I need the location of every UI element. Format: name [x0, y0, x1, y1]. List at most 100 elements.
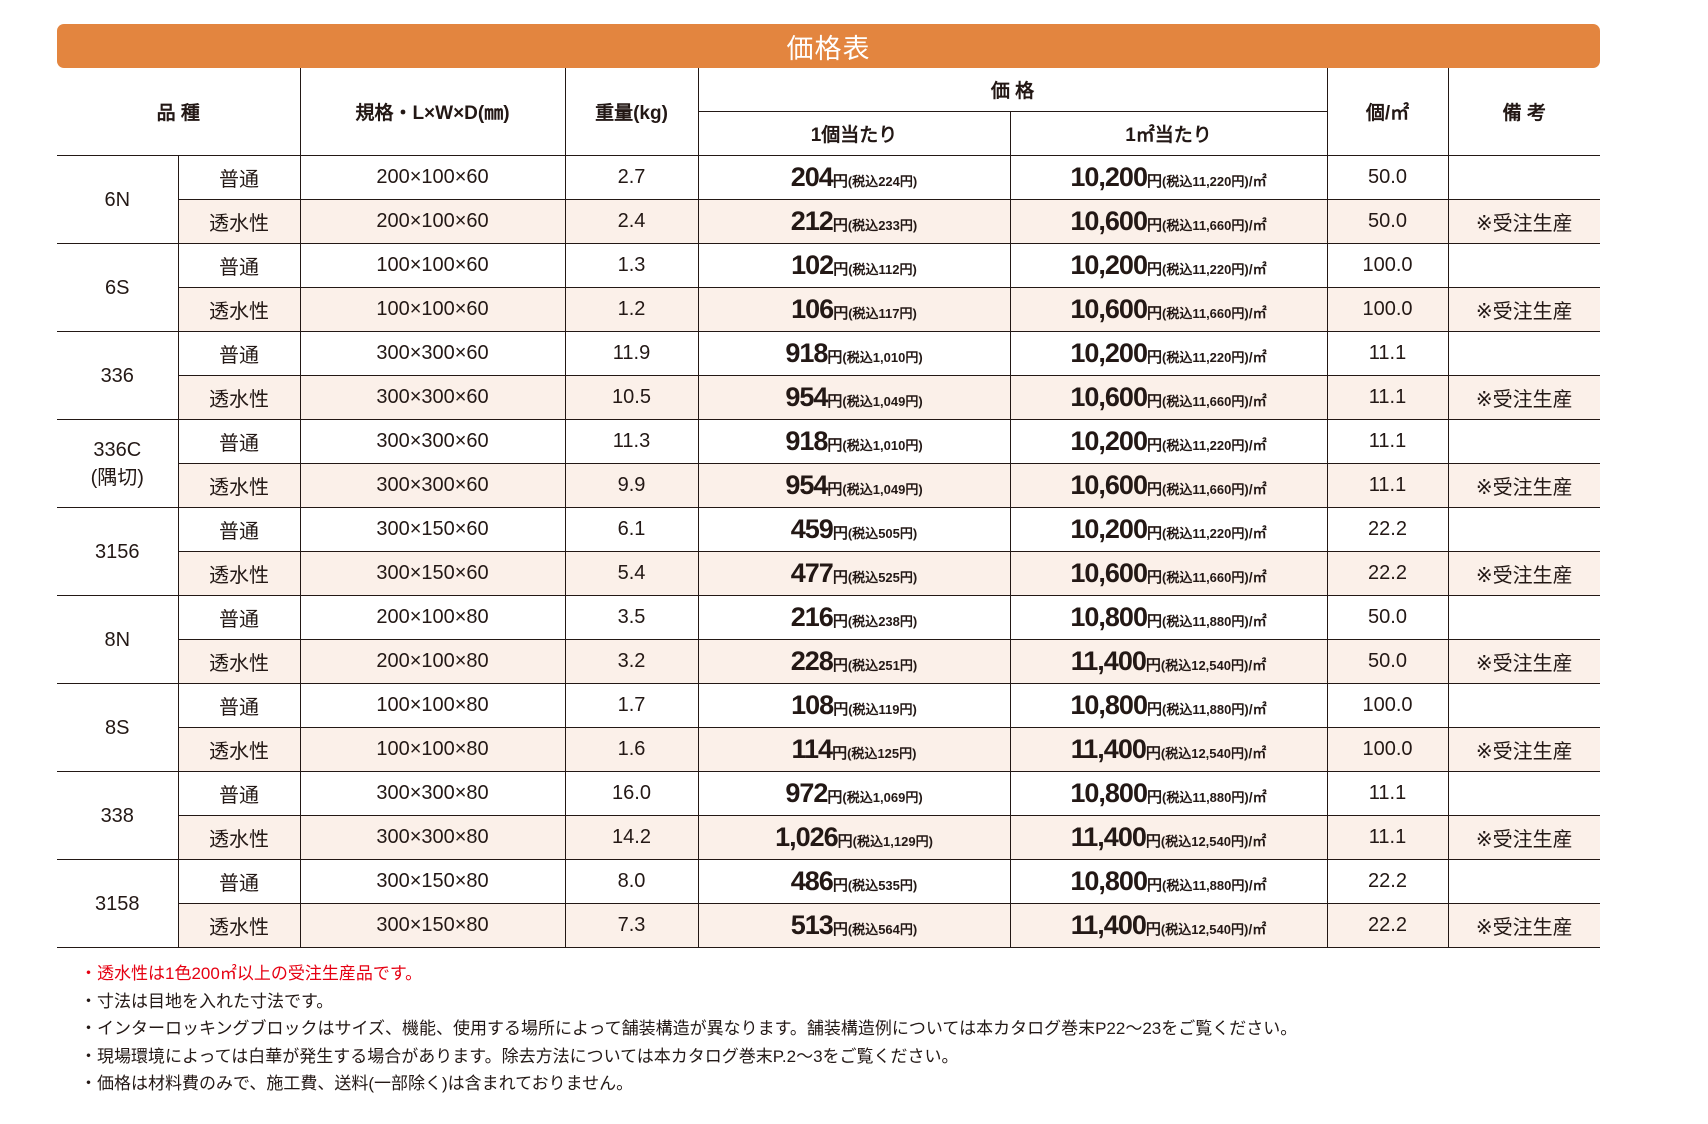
weight: 10.5 [564, 375, 699, 420]
yen-label: 円 [1146, 217, 1162, 234]
unit-price-tax: (税込1,069円) [842, 790, 923, 805]
unit-price-value: 1,026 [775, 822, 839, 852]
unit-price: 114円(税込125円) [697, 727, 1011, 772]
unit-price-tax: (税込525円) [847, 570, 918, 585]
remark: ※受注生産 [1447, 463, 1600, 508]
unit-price: 459円(税込505円) [697, 507, 1011, 552]
m2-price-value: 10,200 [1070, 514, 1148, 544]
yen-label: 円 [832, 613, 848, 630]
yen-label: 円 [1146, 173, 1162, 190]
spec-dimensions: 300×300×80 [299, 771, 566, 816]
table-row: 透水性 300×300×80 14.2 1,026円(税込1,129円) 11,… [57, 815, 1600, 860]
yen-label: 円 [1146, 305, 1162, 322]
product-code: 8N [104, 628, 131, 651]
remark: ※受注生産 [1447, 551, 1600, 596]
variant-type: 普通 [177, 771, 301, 816]
m2-price-value: 10,200 [1070, 338, 1148, 368]
header-per-piece: 1個当たり [698, 111, 1011, 156]
spec-dimensions: 300×150×80 [299, 859, 566, 904]
yen-label: 円 [832, 217, 848, 234]
pieces-per-m2: 50.0 [1326, 155, 1449, 200]
yen-label: 円 [1146, 877, 1162, 894]
m2-price: 10,600円(税込11,660円)/㎡ [1009, 199, 1328, 244]
pieces-per-m2: 100.0 [1326, 243, 1449, 288]
weight: 16.0 [564, 771, 699, 816]
spec-dimensions: 200×100×60 [299, 155, 566, 200]
spec-dimensions: 300×300×60 [299, 463, 566, 508]
weight: 5.4 [564, 551, 699, 596]
unit-price-value: 102 [791, 250, 834, 280]
yen-label: 円 [1146, 437, 1162, 454]
yen-label: 円 [837, 833, 853, 850]
per-m2-unit: /㎡ [1248, 437, 1267, 453]
table-row: 透水性 300×150×80 7.3 513円(税込564円) 11,400円(… [57, 903, 1600, 948]
table-row: 8S 普通 100×100×80 1.7 108円(税込119円) 10,800円… [57, 683, 1600, 772]
unit-price-value: 918 [785, 338, 828, 368]
unit-price: 1,026円(税込1,129円) [697, 815, 1011, 860]
yen-label: 円 [1146, 525, 1162, 542]
note-item: ・インターロッキングブロックはサイズ、機能、使用する場所によって舗装構造が異なり… [80, 1019, 1298, 1038]
m2-price-value: 10,200 [1070, 250, 1148, 280]
remark [1447, 331, 1600, 376]
m2-price-tax: (税込11,220円) [1161, 262, 1249, 277]
note-item: ・価格は材料費のみで、施工費、送料(一部除く)は含まれておりません。 [80, 1074, 634, 1093]
weight: 1.2 [564, 287, 699, 332]
product-code: 338 [100, 804, 134, 827]
per-m2-unit: /㎡ [1248, 217, 1267, 233]
m2-price: 11,400円(税込12,540円)/㎡ [1009, 639, 1328, 684]
header-weight: 重量(kg) [564, 68, 699, 156]
m2-price-value: 10,200 [1070, 426, 1148, 456]
yen-label: 円 [1145, 833, 1161, 850]
note-item: ・現場環境によっては白華が発生する場合があります。除去方法については本カタログ巻… [80, 1046, 959, 1066]
table-row: 336 普通 300×300×60 11.9 918円(税込1,010円) 10,… [57, 331, 1600, 420]
m2-price: 10,200円(税込11,220円)/㎡ [1009, 331, 1328, 376]
table-row: 透水性 100×100×80 1.6 114円(税込125円) 11,400円(… [57, 727, 1600, 772]
m2-price-tax: (税込11,880円) [1161, 790, 1249, 805]
unit-price: 918円(税込1,010円) [697, 419, 1011, 464]
variant-type: 普通 [177, 331, 301, 376]
weight: 2.7 [564, 155, 699, 200]
yen-label: 円 [832, 657, 848, 674]
variant-type: 普通 [177, 507, 301, 552]
variant-type: 透水性 [178, 903, 301, 948]
yen-label: 円 [827, 789, 843, 806]
product-code: 6N [104, 188, 131, 211]
price-table-title: 価格表 [57, 24, 1600, 68]
remark [1447, 859, 1600, 904]
unit-price: 228円(税込251円) [697, 639, 1011, 684]
yen-label: 円 [832, 569, 848, 586]
yen-label: 円 [833, 261, 849, 278]
unit-price-value: 108 [791, 690, 834, 720]
remark: ※受注生産 [1447, 903, 1600, 948]
table-row: 8N 普通 200×100×80 3.5 216円(税込238円) 10,800円… [57, 595, 1600, 684]
unit-price-value: 204 [790, 162, 834, 192]
unit-price-tax: (税込117円) [848, 306, 917, 321]
unit-price-value: 459 [790, 514, 834, 544]
table-row: 透水性 200×100×60 2.4 212円(税込233円) 10,600円(… [57, 199, 1600, 244]
weight: 8.0 [564, 859, 699, 904]
m2-price: 11,400円(税込12,540円)/㎡ [1009, 815, 1328, 860]
header-variety: 品 種 [57, 68, 301, 156]
unit-price: 212円(税込233円) [697, 199, 1011, 244]
remark: ※受注生産 [1447, 199, 1600, 244]
variant-type: 透水性 [178, 815, 301, 860]
unit-price-value: 106 [791, 294, 834, 324]
remark [1447, 155, 1600, 200]
m2-price: 10,800円(税込11,880円)/㎡ [1009, 595, 1328, 640]
spec-dimensions: 300×300×60 [299, 375, 566, 420]
remark: ※受注生産 [1447, 639, 1600, 684]
variant-type: 透水性 [178, 639, 301, 684]
per-m2-unit: /㎡ [1248, 305, 1267, 321]
unit-price-tax: (税込535円) [847, 878, 918, 893]
unit-price-tax: (税込1,010円) [842, 438, 923, 453]
weight: 9.9 [564, 463, 699, 508]
remark: ※受注生産 [1447, 727, 1600, 772]
weight: 2.4 [564, 199, 699, 244]
unit-price-value: 486 [790, 866, 834, 896]
yen-label: 円 [1145, 921, 1161, 938]
m2-price: 10,600円(税込11,660円)/㎡ [1009, 551, 1328, 596]
weight: 3.2 [564, 639, 699, 684]
product-name: 3156 [57, 507, 179, 596]
m2-price-tax: (税込11,880円) [1161, 702, 1249, 717]
yen-label: 円 [1146, 613, 1162, 630]
